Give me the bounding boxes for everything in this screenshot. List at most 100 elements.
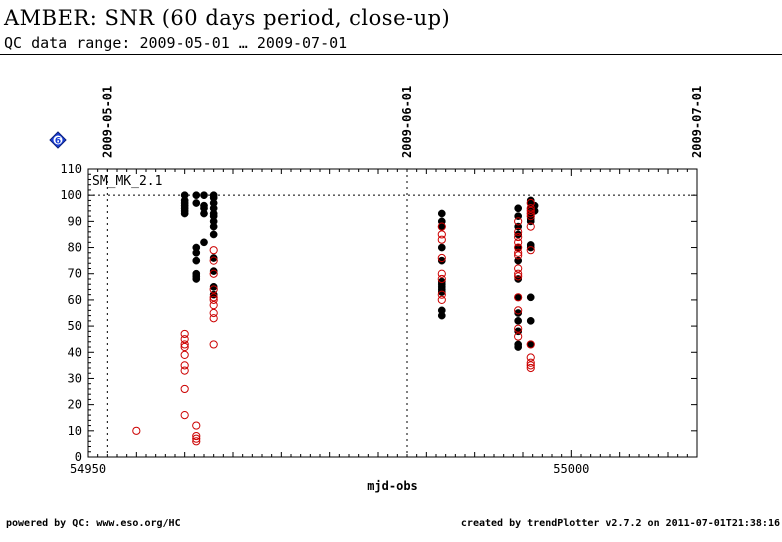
data-point-open	[437, 290, 446, 299]
date-marker-label: 2009-07-01	[690, 86, 704, 158]
data-point-open	[526, 222, 535, 231]
data-point-filled	[209, 230, 218, 239]
data-point-open	[526, 246, 535, 255]
data-point-filled	[514, 343, 523, 351]
data-point-open	[180, 361, 189, 370]
data-point-open	[209, 269, 218, 278]
data-point-filled	[526, 317, 535, 325]
data-point-open	[180, 340, 189, 349]
data-point-open	[180, 366, 189, 375]
data-point-open	[192, 434, 201, 443]
y-tick-label: 30	[68, 371, 82, 385]
data-point-open	[526, 212, 535, 221]
y-tick-label: 110	[60, 162, 82, 176]
data-point-filled	[192, 275, 201, 283]
y-tick-label: 40	[68, 345, 82, 359]
y-tick-label: 50	[68, 319, 82, 333]
data-point-open	[514, 264, 523, 273]
data-point-filled	[209, 254, 218, 262]
data-point-open	[437, 295, 446, 305]
data-point-open	[180, 411, 189, 420]
data-point-open	[437, 235, 446, 244]
data-point-open	[132, 426, 141, 435]
data-point-open	[526, 361, 535, 370]
data-point-open	[437, 269, 446, 278]
data-point-open	[437, 222, 446, 231]
data-point-open	[209, 285, 218, 294]
footer-powered-by: powered by QC: www.eso.org/HC	[6, 518, 181, 529]
header-divider	[0, 54, 782, 55]
x-axis-label: mjd-obs	[367, 479, 418, 493]
data-point-open	[514, 238, 523, 247]
data-point-open	[209, 295, 218, 305]
date-marker-label: 2009-06-01	[400, 86, 414, 158]
data-point-open	[209, 293, 218, 302]
data-point-open	[526, 358, 535, 367]
data-point-open	[526, 206, 535, 215]
data-point-open	[180, 329, 189, 339]
data-point-filled	[192, 256, 201, 265]
data-point-filled	[192, 191, 201, 200]
data-point-open	[209, 340, 218, 349]
data-point-open	[514, 232, 523, 242]
data-point-filled	[192, 248, 201, 257]
data-point-open	[514, 269, 523, 278]
data-point-filled	[526, 293, 535, 302]
data-point-open	[514, 251, 523, 260]
data-point-filled	[437, 288, 446, 296]
panel-label: SM_MK_2.1	[92, 174, 162, 189]
data-point-open	[526, 363, 535, 373]
data-point-open	[209, 314, 218, 323]
data-point-open	[526, 353, 535, 362]
data-point-open	[514, 293, 523, 302]
data-point-open	[180, 384, 189, 394]
page-title: AMBER: SNR (60 days period, close-up)	[4, 6, 451, 30]
x-tick-label: 54950	[70, 462, 106, 476]
data-point-filled	[514, 204, 523, 213]
data-point-open	[514, 217, 523, 226]
y-tick-label: 20	[68, 398, 82, 412]
data-point-filled	[514, 309, 523, 317]
data-point-filled	[514, 317, 523, 325]
data-point-open	[209, 246, 218, 255]
data-point-filled	[209, 222, 218, 231]
data-point-open	[192, 421, 201, 430]
footer-created-by: created by trendPlotter v2.7.2 on 2011-0…	[460, 518, 780, 529]
data-point-filled	[437, 243, 446, 252]
data-point-filled	[437, 256, 446, 265]
data-point-filled	[200, 238, 208, 247]
y-tick-label: 80	[68, 241, 82, 255]
data-point-open	[209, 256, 218, 265]
data-point-open	[526, 209, 535, 218]
y-tick-label: 0	[75, 450, 82, 464]
data-point-filled	[209, 267, 218, 275]
data-point-open	[180, 342, 189, 352]
y-tick-label: 100	[60, 188, 82, 202]
badge-label: 6	[55, 137, 61, 147]
data-point-open	[514, 243, 523, 252]
data-point-filled	[192, 199, 201, 207]
badge-inner	[53, 135, 63, 145]
data-point-open	[526, 340, 535, 349]
data-point-open	[437, 230, 446, 239]
data-point-filled	[209, 282, 218, 291]
data-point-filled	[200, 191, 208, 200]
data-point-filled	[437, 209, 446, 218]
data-point-open	[526, 204, 535, 213]
data-point-filled	[514, 230, 523, 239]
data-point-open	[514, 248, 523, 257]
date-marker-label: 2009-05-01	[100, 86, 114, 158]
data-point-open	[514, 272, 523, 281]
data-point-filled	[526, 243, 535, 252]
page-subtitle: QC data range: 2009-05-01 … 2009-07-01	[4, 34, 348, 52]
y-tick-label: 10	[68, 424, 82, 438]
y-tick-label: 90	[68, 214, 82, 228]
data-point-open	[526, 198, 535, 208]
data-point-open	[192, 437, 201, 446]
y-tick-label: 70	[68, 267, 82, 281]
data-point-open	[437, 274, 446, 284]
data-point-filled	[180, 209, 189, 218]
data-point-open	[514, 306, 523, 315]
data-point-open	[209, 308, 218, 318]
